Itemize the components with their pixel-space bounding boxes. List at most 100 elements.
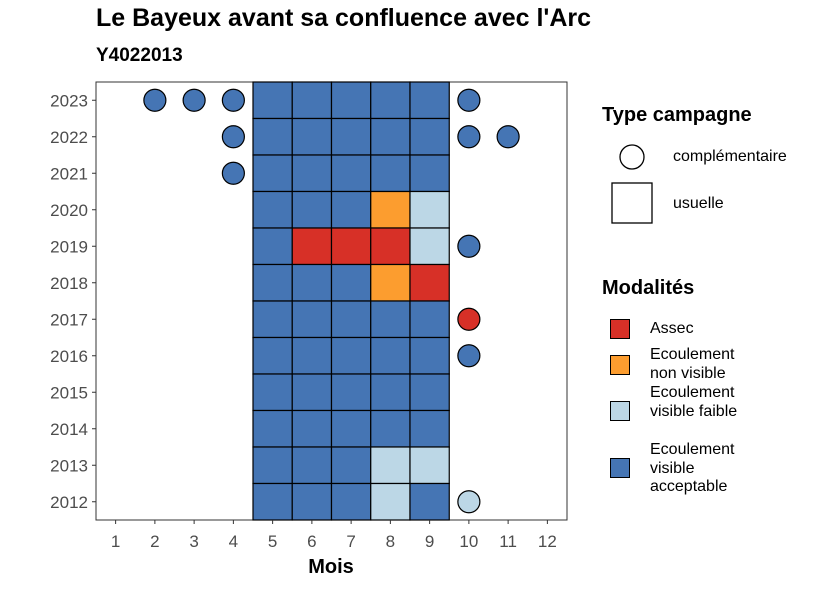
point-complementaire-2021-4 [221, 161, 245, 185]
cell-usuelle-2016-7 [330, 336, 372, 375]
legend-swatch-acceptable [610, 458, 630, 478]
cell-usuelle-2012-5 [252, 482, 293, 521]
x-tick-label: 4 [229, 532, 238, 551]
legend-swatch-assec [610, 319, 630, 339]
cell-usuelle-2018-5 [252, 263, 293, 302]
y-tick-label: 2013 [50, 456, 88, 475]
x-tick-label: 10 [459, 532, 478, 551]
chart-subtitle: Y4022013 [96, 45, 183, 66]
cell-usuelle-2013-6 [291, 446, 333, 485]
y-tick-label: 2019 [50, 237, 88, 256]
legend-label-assec: Assec [650, 320, 694, 337]
cell-usuelle-2014-8 [370, 409, 411, 448]
cell-usuelle-2018-6 [291, 263, 333, 302]
legend-label-acceptable: Ecoulement visible acceptable [650, 441, 735, 495]
x-tick-label: 6 [307, 532, 316, 551]
y-tick-label: 2021 [50, 164, 88, 183]
point-complementaire-2022-4 [221, 125, 245, 149]
cell-usuelle-2016-8 [370, 336, 411, 375]
point-complementaire-2022-11 [496, 125, 520, 149]
legend-circle-icon [619, 144, 645, 170]
cell-usuelle-2020-8 [370, 190, 411, 229]
cell-usuelle-2012-6 [291, 482, 333, 521]
cell-usuelle-2023-8 [370, 81, 411, 120]
cell-usuelle-2023-5 [252, 81, 293, 120]
point-complementaire-2022-10 [457, 125, 481, 149]
cell-usuelle-2019-5 [252, 227, 293, 266]
cell-usuelle-2012-7 [330, 482, 372, 521]
cell-usuelle-2012-8 [370, 482, 411, 521]
cell-usuelle-2021-8 [370, 154, 411, 193]
cell-usuelle-2015-8 [370, 373, 411, 412]
y-tick-label: 2020 [50, 201, 88, 220]
x-tick-label: 2 [150, 532, 159, 551]
y-tick-label: 2014 [50, 420, 88, 439]
cell-usuelle-2020-6 [291, 190, 333, 229]
cell-usuelle-2021-7 [330, 154, 372, 193]
cell-usuelle-2019-6 [291, 227, 333, 266]
legend-label-non-visible: Ecoulement non visible [650, 346, 735, 382]
cell-usuelle-2013-9 [409, 446, 450, 485]
point-complementaire-2023-3 [182, 88, 206, 112]
cell-usuelle-2017-8 [370, 300, 411, 339]
cell-usuelle-2022-7 [330, 117, 372, 156]
cell-usuelle-2012-9 [409, 482, 450, 521]
point-complementaire-2023-10 [457, 88, 481, 112]
cell-usuelle-2019-8 [370, 227, 411, 266]
cell-usuelle-2021-9 [409, 154, 450, 193]
cell-usuelle-2013-8 [370, 446, 411, 485]
cell-usuelle-2013-5 [252, 446, 293, 485]
legend-type-label-complementaire: complémentaire [673, 148, 787, 165]
legend-swatch-non-visible [610, 355, 630, 375]
point-complementaire-2023-4 [221, 88, 245, 112]
cell-usuelle-2022-5 [252, 117, 293, 156]
cell-usuelle-2021-6 [291, 154, 333, 193]
x-tick-label: 8 [386, 532, 395, 551]
cell-usuelle-2017-7 [330, 300, 372, 339]
cell-usuelle-2017-9 [409, 300, 450, 339]
legend-square-icon [611, 182, 653, 224]
point-complementaire-2017-10 [457, 307, 481, 331]
x-tick-label: 5 [268, 532, 277, 551]
cell-usuelle-2022-8 [370, 117, 411, 156]
cell-usuelle-2016-6 [291, 336, 333, 375]
y-axis: 2012 2013 2014 2015 2016 2017 2018 2019 2020 2021… [50, 91, 96, 512]
y-tick-label: 2023 [50, 91, 88, 110]
cell-usuelle-2020-9 [409, 190, 450, 229]
cell-usuelle-2014-5 [252, 409, 293, 448]
point-complementaire-2016-10 [457, 344, 481, 368]
cell-usuelle-2014-7 [330, 409, 372, 448]
cell-usuelle-2018-7 [330, 263, 372, 302]
cell-usuelle-2019-9 [409, 227, 450, 266]
point-complementaire-2019-10 [457, 234, 481, 258]
data-marks [143, 81, 520, 521]
cell-usuelle-2014-9 [409, 409, 450, 448]
cell-usuelle-2023-6 [291, 81, 333, 120]
cell-usuelle-2022-6 [291, 117, 333, 156]
x-tick-label: 9 [425, 532, 434, 551]
cell-usuelle-2022-9 [409, 117, 450, 156]
x-tick-label: 1 [111, 532, 120, 551]
cell-usuelle-2015-5 [252, 373, 293, 412]
cell-usuelle-2021-5 [252, 154, 293, 193]
cell-usuelle-2023-9 [409, 81, 450, 120]
cell-usuelle-2016-5 [252, 336, 293, 375]
point-complementaire-2012-10 [457, 490, 481, 514]
cell-usuelle-2016-9 [409, 336, 450, 375]
cell-usuelle-2015-9 [409, 373, 450, 412]
cell-usuelle-2015-6 [291, 373, 333, 412]
x-axis: 1 2 3 4 5 6 7 8 9 10 11 12 [111, 520, 557, 551]
cell-usuelle-2014-6 [291, 409, 333, 448]
legend-type-title: Type campagne [602, 104, 752, 126]
legend-square-key [611, 182, 653, 224]
legend-circle-key [619, 144, 645, 170]
legend-mod-title: Modalités [602, 277, 695, 299]
y-tick-label: 2022 [50, 128, 88, 147]
x-tick-label: 7 [346, 532, 355, 551]
point-complementaire-2023-2 [143, 88, 167, 112]
cell-usuelle-2017-5 [252, 300, 293, 339]
cell-usuelle-2023-7 [330, 81, 372, 120]
chart-title: Le Bayeux avant sa confluence avec l'Arc [96, 4, 592, 32]
cell-usuelle-2018-8 [370, 263, 411, 302]
